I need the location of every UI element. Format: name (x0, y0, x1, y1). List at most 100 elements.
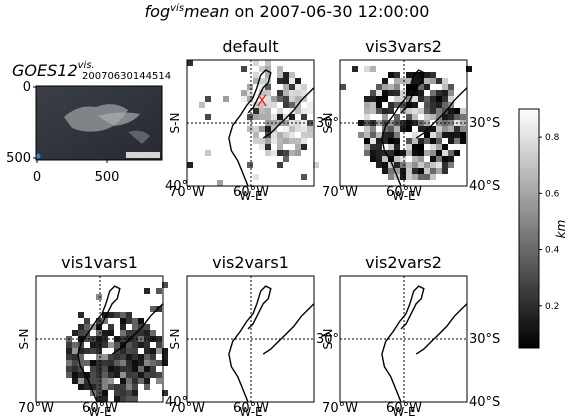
location-marker: X (257, 91, 268, 110)
heat-cell (394, 156, 400, 162)
heat-cell (283, 126, 289, 132)
heat-cell (90, 366, 96, 372)
heat-cell (265, 90, 271, 96)
heat-cell (187, 60, 193, 66)
heat-cell (364, 120, 370, 126)
heat-cell (138, 324, 144, 330)
heat-cell (388, 90, 394, 96)
heat-cell (114, 312, 120, 318)
heat-cell (430, 72, 436, 78)
heat-cell (418, 144, 424, 150)
heat-cell (370, 108, 376, 114)
heat-cell (307, 108, 313, 114)
heat-cell (217, 180, 223, 186)
heat-cell (253, 174, 259, 180)
panel-ytick-inner-30: 30° (316, 332, 339, 347)
panel-title-default: default (222, 37, 278, 56)
panel-title-vis1vars1: vis1vars1 (61, 253, 138, 272)
heat-cell (370, 66, 376, 72)
panel-background (187, 276, 314, 402)
heat-cell (156, 378, 162, 384)
heat-cell (289, 102, 295, 108)
heat-cell (376, 102, 382, 108)
heat-cell (376, 108, 382, 114)
goes-title-sub: 20070630144514 (82, 71, 171, 82)
heat-cell (247, 162, 253, 168)
heat-cell (442, 132, 448, 138)
panel-vis3vars2: vis3vars2 S-N W-E 70°W 60°W 30°S 40°S (321, 37, 500, 203)
heat-cell (364, 144, 370, 150)
heat-cell (253, 72, 259, 78)
heat-cell (271, 150, 277, 156)
heat-cell (430, 78, 436, 84)
heat-cell (144, 372, 150, 378)
heat-cell (382, 96, 388, 102)
heat-cell (418, 90, 424, 96)
heat-cell (96, 366, 102, 372)
heat-cell (307, 102, 313, 108)
heat-cell (436, 96, 442, 102)
heat-cell (108, 366, 114, 372)
heat-cell (340, 84, 346, 90)
heat-cell (72, 366, 78, 372)
heat-cell (448, 114, 454, 120)
heat-cell (241, 90, 247, 96)
heat-cell (90, 360, 96, 366)
heat-cell (120, 318, 126, 324)
heat-cell (72, 342, 78, 348)
heat-cell (364, 114, 370, 120)
heat-cell (301, 132, 307, 138)
heat-cell (406, 102, 412, 108)
heat-cell (283, 78, 289, 84)
heat-cell (265, 114, 271, 120)
heat-cell (406, 84, 412, 90)
heat-cell (412, 144, 418, 150)
panel-ytick-40s: 40°S (469, 179, 500, 194)
heat-cell (442, 90, 448, 96)
heat-cell (301, 144, 307, 150)
heat-cell (162, 282, 168, 288)
heat-cell (277, 114, 283, 120)
heat-cell (412, 108, 418, 114)
heat-cell (90, 348, 96, 354)
colorbar-ticks: 0.8 0.6 0.4 0.2 (539, 133, 560, 312)
heat-cell (66, 372, 72, 378)
panel-xlabel: W-E (239, 189, 262, 203)
heat-cell (430, 174, 436, 180)
heat-cell (253, 138, 259, 144)
heat-cell (78, 324, 84, 330)
panel-frame (339, 59, 468, 187)
heat-cell (301, 174, 307, 180)
heat-cell (156, 306, 162, 312)
heat-cell (120, 378, 126, 384)
heat-cell (253, 108, 259, 114)
heat-cell (84, 318, 90, 324)
panel-ytick-40s: 40°S (469, 395, 500, 410)
heat-cell (295, 138, 301, 144)
heat-cell (108, 342, 114, 348)
heat-cell (406, 174, 412, 180)
colorbar-label: km (554, 220, 568, 239)
heat-cell (126, 366, 132, 372)
heat-cell (150, 306, 156, 312)
heat-cell (84, 348, 90, 354)
heat-cell (301, 84, 307, 90)
goes-panel: GOES12vis. 20070630144514 0 500 0 500 (6, 60, 171, 185)
heat-cell (259, 138, 265, 144)
figure-title-sup: vis (170, 3, 184, 14)
panel-default: default X S-N W-E 70°W 60°W 30° 40° (165, 37, 339, 203)
heat-cell (424, 84, 430, 90)
heat-cell (277, 150, 283, 156)
heat-cell (247, 120, 253, 126)
heat-cell (120, 372, 126, 378)
heat-cell (132, 330, 138, 336)
heat-cell (66, 342, 72, 348)
heat-cell (424, 96, 430, 102)
heat-cell (259, 90, 265, 96)
figure-title-mid: mean (184, 2, 229, 21)
coastline-east (415, 87, 468, 139)
goes-title-sup: vis. (78, 60, 95, 71)
panel-xtick-70w: 70°W (169, 185, 205, 200)
heat-cell (114, 396, 120, 402)
heat-cell (84, 330, 90, 336)
